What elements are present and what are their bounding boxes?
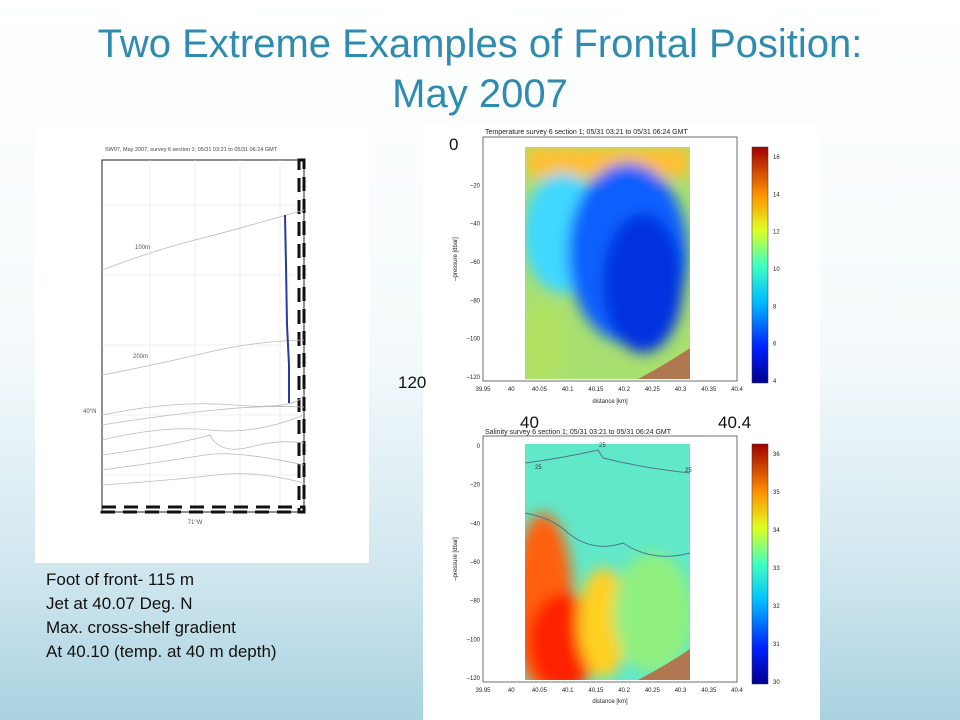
x-tick-label: 40.35 [701,387,717,393]
x-tick-label: 40.05 [532,688,548,694]
note: Max. cross-shelf gradient [46,618,236,637]
y-tick-label: –80 [470,599,481,605]
title-line: May 2007 [392,72,568,116]
lon-label: 71°W [188,520,203,526]
x-axis-label: distance [km] [592,699,628,705]
x-tick-label: 39.95 [475,387,491,393]
lat-label: 40°N [83,409,96,415]
colorbar-tick-label: 14 [773,192,780,198]
y-axis-label: –pressure [dbar] [453,237,459,281]
colorbar-tick-label: 10 [773,267,780,273]
plot-title: Temperature survey 6 section 1; 05/31 03… [485,129,688,136]
overlay-label: 40.4 [718,413,752,432]
contour-label: 200m [133,354,148,360]
colorbar-tick-label: 4 [773,379,777,385]
x-tick-label: 40.4 [731,387,743,393]
contour-label: 100m [135,245,150,251]
plot-title: Salinity survey 6 section 1; 05/31 03:21… [485,429,672,436]
note: At 40.10 (temp. at 40 m depth) [46,642,277,661]
overlay-label: 40 [520,413,539,432]
x-tick-label: 40.3 [675,387,687,393]
x-tick-label: 40.3 [675,688,687,694]
colorbar-tick-label: 32 [773,604,780,610]
colorbar-tick-label: 35 [773,490,780,496]
y-tick-label: –100 [467,637,481,643]
x-tick-label: 40.25 [645,387,661,393]
colorbar-tick-label: 34 [773,528,780,534]
note: Jet at 40.07 Deg. N [46,594,193,613]
colorbar-tick-label: 16 [773,155,780,161]
colorbar-tick-label: 33 [773,566,780,572]
map-title: SW07, May 2007, survey 6 section 1; 05/3… [105,147,278,153]
x-tick-label: 40.2 [618,387,630,393]
x-tick-label: 40.15 [588,688,604,694]
colorbar-tick-label: 8 [773,304,777,310]
colorbar-tick-label: 31 [773,642,780,648]
x-tick-label: 39.95 [475,688,491,694]
x-tick-label: 40.4 [731,688,743,694]
overlay-label: 0 [449,135,459,154]
x-tick-label: 40.05 [532,387,548,393]
x-tick-label: 40.25 [645,688,661,694]
x-tick-label: 40.1 [562,688,574,694]
y-tick-label: –20 [470,483,481,489]
title-line: Two Extreme Examples of Frontal Position… [97,22,863,66]
y-tick-label: –60 [470,260,481,266]
y-tick-label: –40 [470,521,481,527]
x-tick-label: 40.35 [701,688,717,694]
y-tick-label: –100 [467,337,481,343]
contour-label: 25 [599,443,606,449]
note: Foot of front- 115 m [46,570,195,589]
contour-label: 25 [685,468,692,474]
contour-label: 25 [535,465,542,471]
overlay-label: 120 [398,373,427,392]
section-figure: Temperature survey 6 section 1; 05/31 03… [423,123,820,720]
colorbar-tick-label: 6 [773,342,777,348]
x-axis-label: distance [km] [592,399,628,405]
y-axis-label: –pressure [dbar] [453,537,459,581]
y-tick-label: 0 [477,444,481,450]
y-tick-label: –40 [470,222,481,228]
x-tick-label: 40 [508,387,515,393]
colorbar-tick-label: 12 [773,230,780,236]
y-tick-label: –60 [470,560,481,566]
y-tick-label: –120 [467,375,481,381]
x-tick-label: 40.1 [562,387,574,393]
x-tick-label: 40.15 [588,387,604,393]
x-tick-label: 40 [508,688,515,694]
colorbar-tick-label: 36 [773,452,780,458]
y-tick-label: –80 [470,298,481,304]
y-tick-label: –20 [470,183,481,189]
colorbar-tick-label: 30 [773,680,780,686]
map-figure: SW07, May 2007, survey 6 section 1; 05/3… [35,125,369,563]
x-tick-label: 40.2 [618,688,630,694]
y-tick-label: –120 [467,676,481,682]
